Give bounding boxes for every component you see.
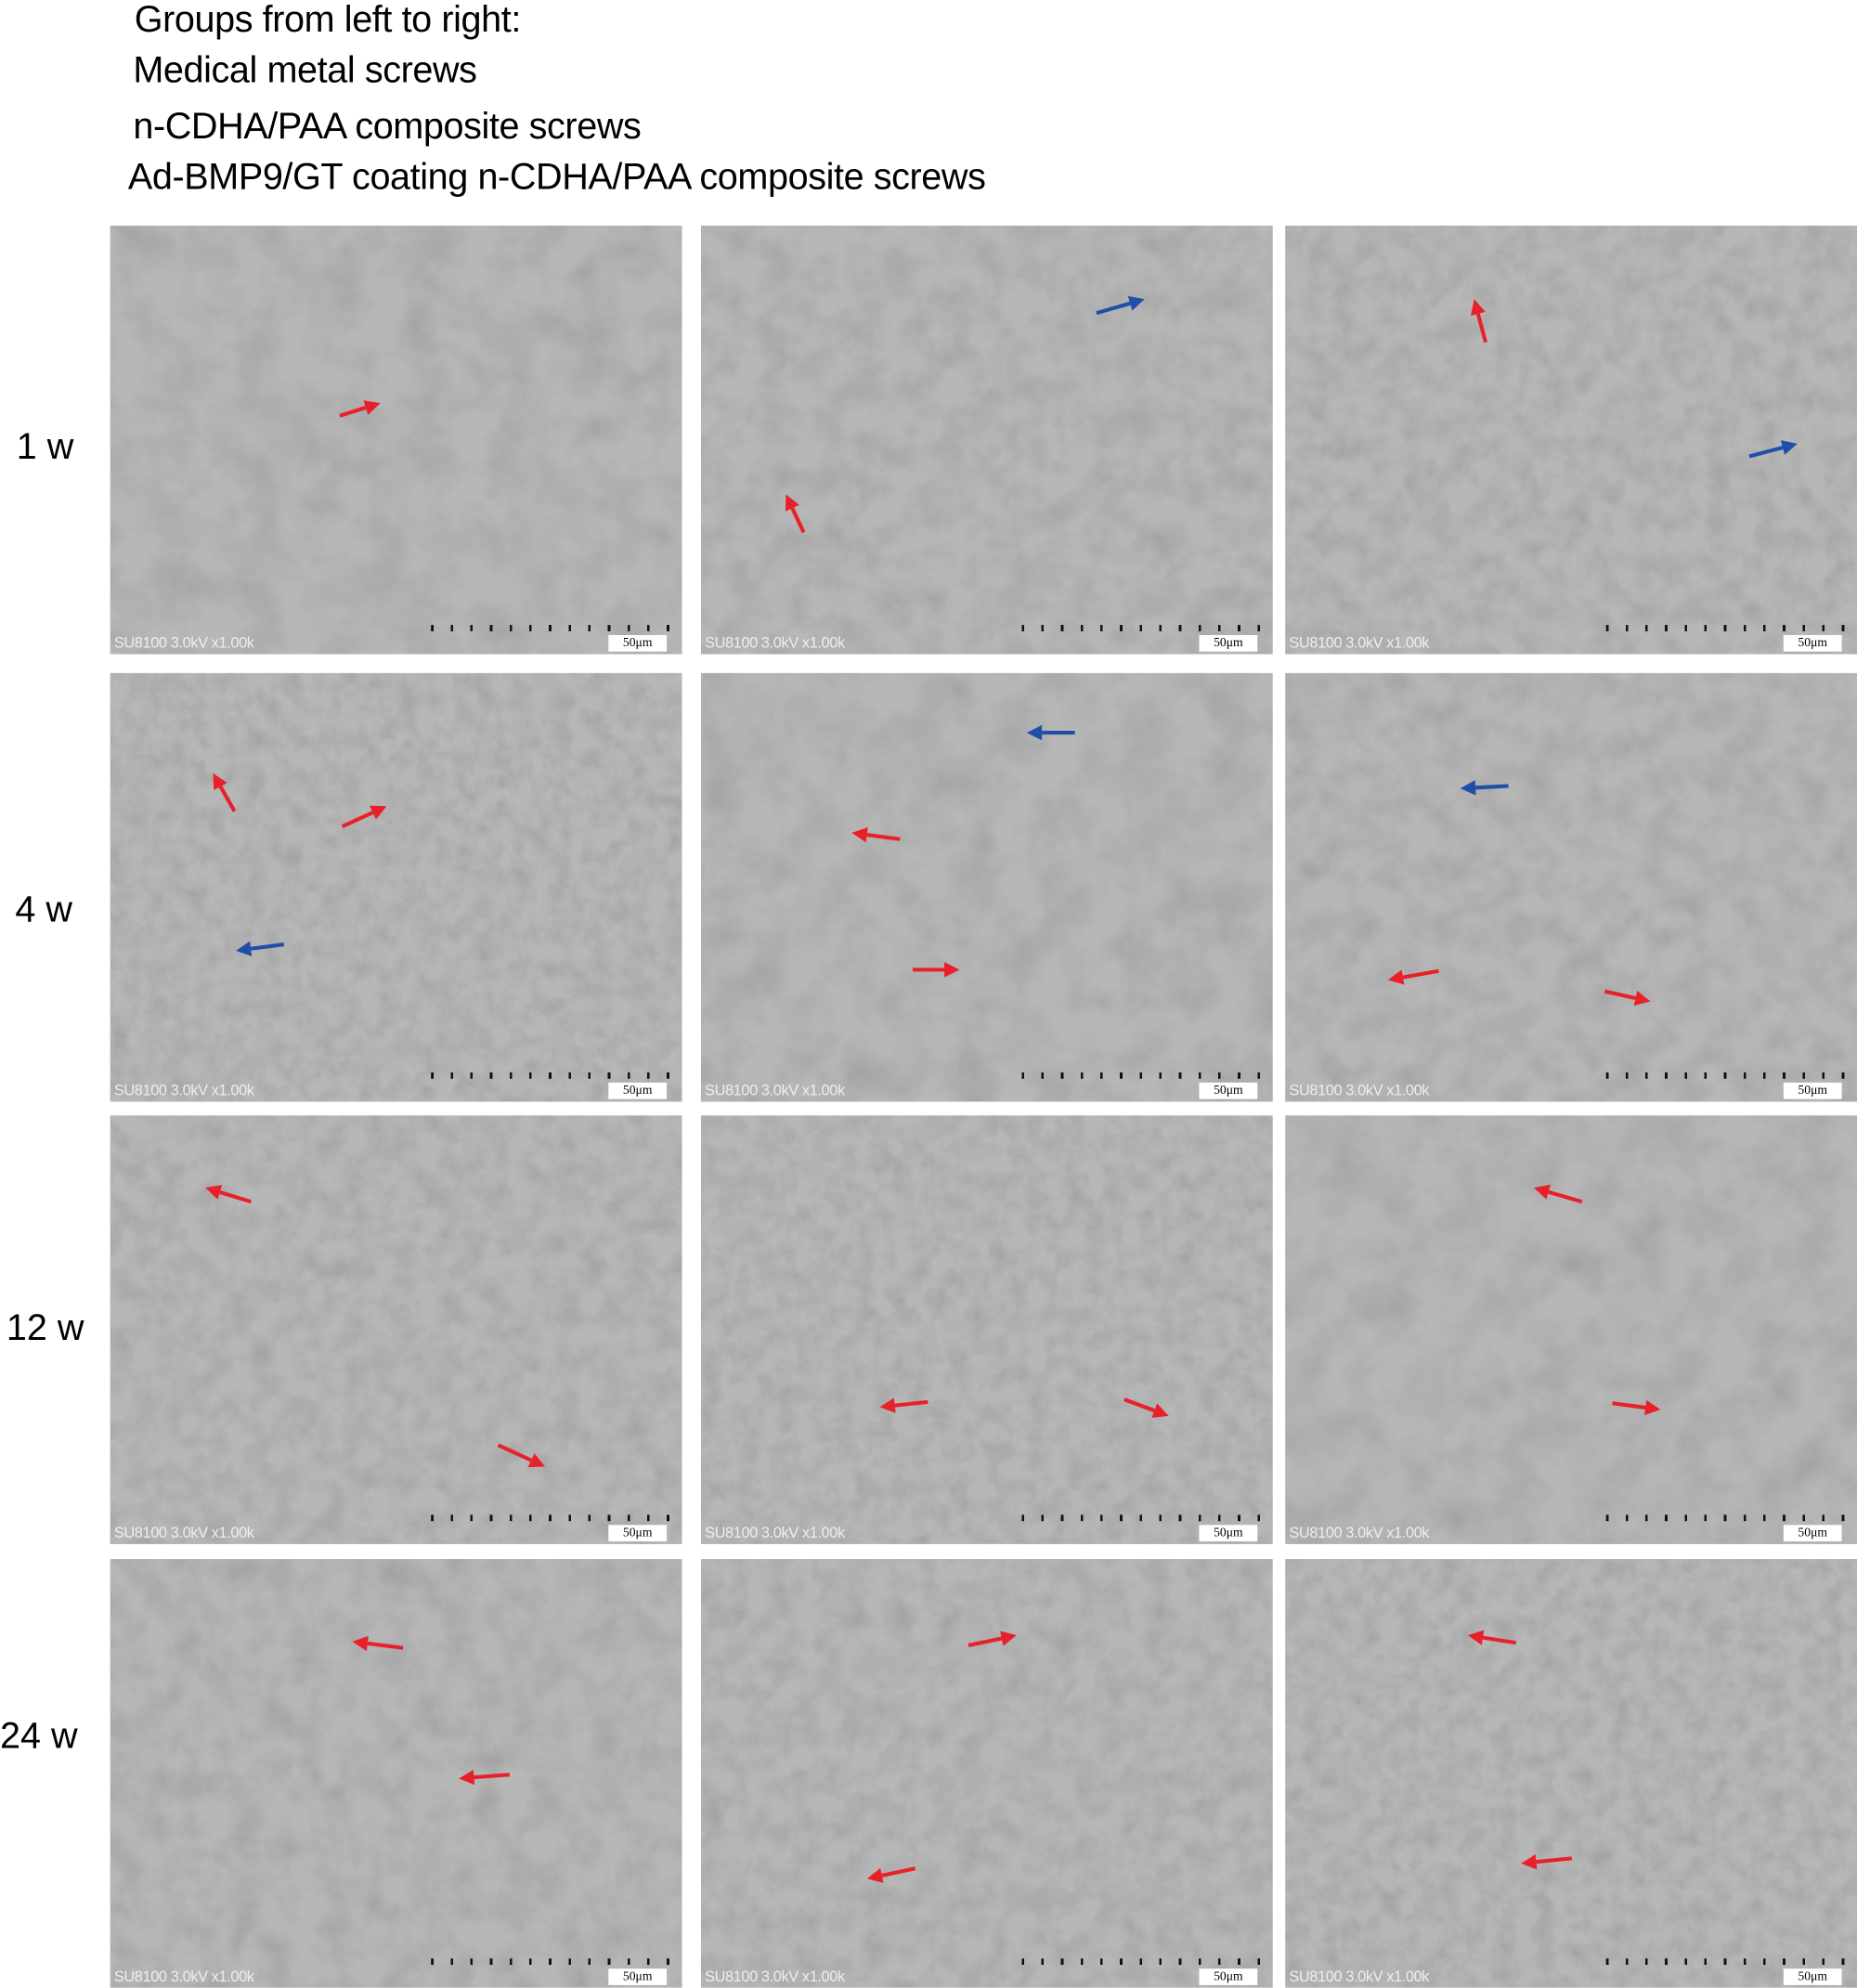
red-arrow-icon: [339, 400, 381, 418]
red-arrow-icon: [497, 1443, 546, 1468]
red-arrow-icon: [967, 1631, 1017, 1648]
red-arrow-icon: [1604, 989, 1651, 1006]
scale-ticks: [431, 625, 672, 631]
scale-bar-label: 50μm: [1199, 634, 1258, 652]
scale-bar-label: 50μm: [1199, 1082, 1258, 1099]
sem-texture: [700, 672, 1273, 1102]
scale-bar-label: 50μm: [1783, 634, 1842, 652]
sem-meta-label: SU8100 3.0kV x1.00k: [705, 1523, 845, 1542]
blue-arrow-icon: [235, 941, 285, 956]
blue-arrow-icon: [1026, 724, 1075, 741]
row-label-12w: 12 w: [6, 1307, 84, 1349]
sem-meta-label: SU8100 3.0kV x1.00k: [705, 1967, 845, 1985]
sem-texture: [700, 226, 1273, 655]
scale-ticks: [1605, 1958, 1848, 1966]
red-arrow-icon: [205, 1185, 252, 1204]
red-arrow-icon: [866, 1866, 916, 1883]
sem-panel-row3-col3: SU8100 3.0kV x1.00k 50μm: [1285, 1115, 1857, 1544]
scale-bar-label: 50μm: [608, 1525, 668, 1542]
sem-texture: [110, 1559, 682, 1988]
red-arrow-icon: [851, 826, 901, 843]
sem-meta-label: SU8100 3.0kV x1.00k: [113, 1967, 254, 1985]
scale-ticks: [1021, 1072, 1263, 1079]
red-arrow-icon: [1123, 1397, 1169, 1418]
row-label-1w: 1 w: [16, 427, 74, 468]
red-arrow-icon: [1521, 1854, 1573, 1870]
scale-ticks: [431, 1958, 672, 1966]
scale-bar-label: 50μm: [1199, 1969, 1258, 1985]
sem-meta-label: SU8100 3.0kV x1.00k: [113, 1523, 254, 1542]
sem-panel-row1-col3: SU8100 3.0kV x1.00k 50μm: [1285, 226, 1857, 655]
red-arrow-icon: [1612, 1399, 1661, 1416]
red-arrow-icon: [785, 494, 806, 534]
sem-texture: [110, 1115, 682, 1544]
sem-texture: [110, 672, 682, 1102]
scale-bar-label: 50μm: [608, 1082, 668, 1099]
row-label-4w: 4 w: [15, 890, 73, 931]
scale-ticks: [1605, 1072, 1848, 1079]
sem-meta-label: SU8100 3.0kV x1.00k: [1289, 1523, 1430, 1542]
sem-texture: [1285, 1559, 1857, 1988]
scale-bar-label: 50μm: [608, 634, 668, 652]
red-arrow-icon: [1467, 1630, 1517, 1645]
sem-meta-label: SU8100 3.0kV x1.00k: [1289, 633, 1430, 652]
legend-group-3: Ad-BMP9/GT coating n-CDHA/PAA composite …: [127, 157, 986, 198]
sem-panel-row4-col3: SU8100 3.0kV x1.00k 50μm: [1285, 1559, 1857, 1988]
scale-bar-label: 50μm: [1199, 1525, 1258, 1542]
sem-texture: [1285, 226, 1857, 655]
scale-ticks: [1021, 1958, 1263, 1966]
scale-ticks: [1605, 625, 1848, 631]
blue-arrow-icon: [1460, 780, 1509, 796]
sem-panel-row2-col2: SU8100 3.0kV x1.00k 50μm: [700, 672, 1273, 1102]
legend-group-1: Medical metal screws: [133, 50, 477, 92]
red-arrow-icon: [341, 805, 387, 828]
sem-texture: [110, 226, 682, 655]
legend-group-2: n-CDHA/PAA composite screws: [133, 106, 642, 148]
red-arrow-icon: [1470, 299, 1487, 344]
scale-ticks: [431, 1072, 672, 1079]
blue-arrow-icon: [1748, 440, 1798, 459]
sem-panel-row1-col1: SU8100 3.0kV x1.00k 50μm: [110, 226, 682, 655]
sem-meta-label: SU8100 3.0kV x1.00k: [113, 1081, 254, 1099]
sem-panel-row3-col2: SU8100 3.0kV x1.00k 50μm: [700, 1115, 1273, 1544]
sem-texture: [1285, 672, 1857, 1102]
red-arrow-icon: [912, 962, 960, 978]
scale-ticks: [1605, 1514, 1848, 1522]
sem-meta-label: SU8100 3.0kV x1.00k: [1289, 1967, 1430, 1985]
sem-panel-row4-col1: SU8100 3.0kV x1.00k 50μm: [110, 1559, 682, 1988]
sem-meta-label: SU8100 3.0kV x1.00k: [113, 633, 254, 652]
sem-panel-row4-col2: SU8100 3.0kV x1.00k 50μm: [700, 1559, 1273, 1988]
red-arrow-icon: [1387, 968, 1439, 985]
scale-bar-label: 50μm: [1783, 1525, 1842, 1542]
blue-arrow-icon: [1096, 295, 1145, 316]
red-arrow-icon: [352, 1635, 404, 1652]
sem-panel-row2-col3: SU8100 3.0kV x1.00k 50μm: [1285, 672, 1857, 1102]
scale-bar-label: 50μm: [608, 1969, 668, 1985]
sem-texture: [700, 1559, 1273, 1988]
red-arrow-icon: [459, 1769, 510, 1786]
scale-ticks: [1021, 625, 1263, 631]
red-arrow-icon: [213, 773, 237, 812]
sem-panel-row1-col2: SU8100 3.0kV x1.00k 50μm: [700, 226, 1273, 655]
red-arrow-icon: [1533, 1184, 1583, 1204]
sem-meta-label: SU8100 3.0kV x1.00k: [705, 633, 845, 652]
scale-bar-label: 50μm: [1783, 1082, 1842, 1099]
scale-ticks: [431, 1514, 672, 1522]
sem-texture: [1285, 1115, 1857, 1544]
sem-panel-row2-col1: SU8100 3.0kV x1.00k 50μm: [110, 672, 682, 1102]
sem-meta-label: SU8100 3.0kV x1.00k: [705, 1081, 845, 1099]
legend-heading: Groups from left to right:: [134, 0, 522, 41]
sem-panel-row3-col1: SU8100 3.0kV x1.00k 50μm: [110, 1115, 682, 1544]
row-label-24w: 24 w: [0, 1716, 78, 1758]
scale-bar-label: 50μm: [1783, 1969, 1842, 1985]
sem-meta-label: SU8100 3.0kV x1.00k: [1289, 1081, 1430, 1099]
scale-ticks: [1021, 1514, 1263, 1522]
red-arrow-icon: [879, 1397, 928, 1413]
sem-texture: [700, 1115, 1273, 1544]
